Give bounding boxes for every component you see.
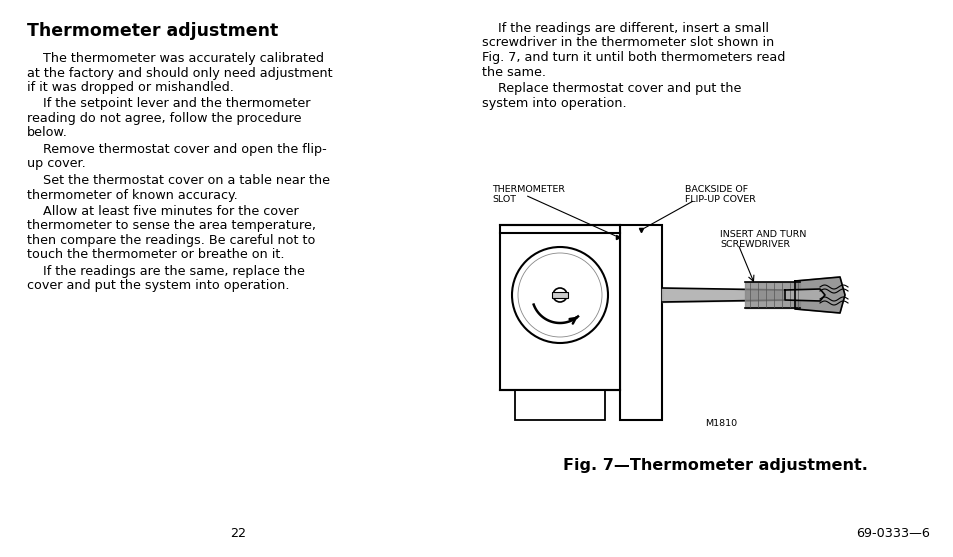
Polygon shape	[794, 277, 844, 313]
Text: system into operation.: system into operation.	[481, 96, 626, 110]
Text: Set the thermostat cover on a table near the: Set the thermostat cover on a table near…	[27, 174, 330, 187]
Text: BACKSIDE OF
FLIP-UP COVER: BACKSIDE OF FLIP-UP COVER	[684, 185, 755, 204]
Bar	[552, 292, 567, 298]
Text: If the readings are different, insert a small: If the readings are different, insert a …	[481, 22, 768, 35]
Text: Remove thermostat cover and open the flip-: Remove thermostat cover and open the fli…	[27, 143, 327, 156]
Text: then compare the readings. Be careful not to: then compare the readings. Be careful no…	[27, 234, 315, 247]
Text: Thermometer adjustment: Thermometer adjustment	[27, 22, 278, 40]
Text: reading do not agree, follow the procedure: reading do not agree, follow the procedu…	[27, 112, 301, 125]
Text: at the factory and should only need adjustment: at the factory and should only need adju…	[27, 66, 333, 80]
Text: Replace thermostat cover and put the: Replace thermostat cover and put the	[481, 82, 740, 95]
Text: cover and put the system into operation.: cover and put the system into operation.	[27, 280, 289, 292]
Text: 69-0333—6: 69-0333—6	[855, 527, 929, 540]
Text: thermometer of known accuracy.: thermometer of known accuracy.	[27, 188, 237, 202]
Text: screwdriver in the thermometer slot shown in: screwdriver in the thermometer slot show…	[481, 37, 774, 50]
Text: M1810: M1810	[704, 419, 737, 428]
Text: touch the thermometer or breathe on it.: touch the thermometer or breathe on it.	[27, 248, 284, 261]
Circle shape	[553, 288, 566, 302]
Text: If the readings are the same, replace the: If the readings are the same, replace th…	[27, 265, 305, 278]
Text: The thermometer was accurately calibrated: The thermometer was accurately calibrate…	[27, 52, 324, 65]
Bar	[515, 390, 604, 420]
Text: Allow at least five minutes for the cover: Allow at least five minutes for the cove…	[27, 205, 298, 218]
Text: Fig. 7, and turn it until both thermometers read: Fig. 7, and turn it until both thermomet…	[481, 51, 784, 64]
Text: the same.: the same.	[481, 66, 545, 79]
Text: INSERT AND TURN
SCREWDRIVER: INSERT AND TURN SCREWDRIVER	[720, 230, 805, 250]
Bar	[499, 225, 619, 390]
Text: below.: below.	[27, 126, 68, 139]
Text: thermometer to sense the area temperature,: thermometer to sense the area temperatur…	[27, 219, 315, 232]
Text: if it was dropped or mishandled.: if it was dropped or mishandled.	[27, 81, 233, 94]
Bar	[619, 225, 661, 420]
Circle shape	[512, 247, 607, 343]
Text: up cover.: up cover.	[27, 158, 86, 170]
Text: 22: 22	[231, 527, 246, 540]
Text: Fig. 7—Thermometer adjustment.: Fig. 7—Thermometer adjustment.	[562, 458, 867, 473]
Text: If the setpoint lever and the thermometer: If the setpoint lever and the thermomete…	[27, 97, 310, 110]
Polygon shape	[784, 289, 824, 301]
Text: THERMOMETER
SLOT: THERMOMETER SLOT	[492, 185, 564, 204]
